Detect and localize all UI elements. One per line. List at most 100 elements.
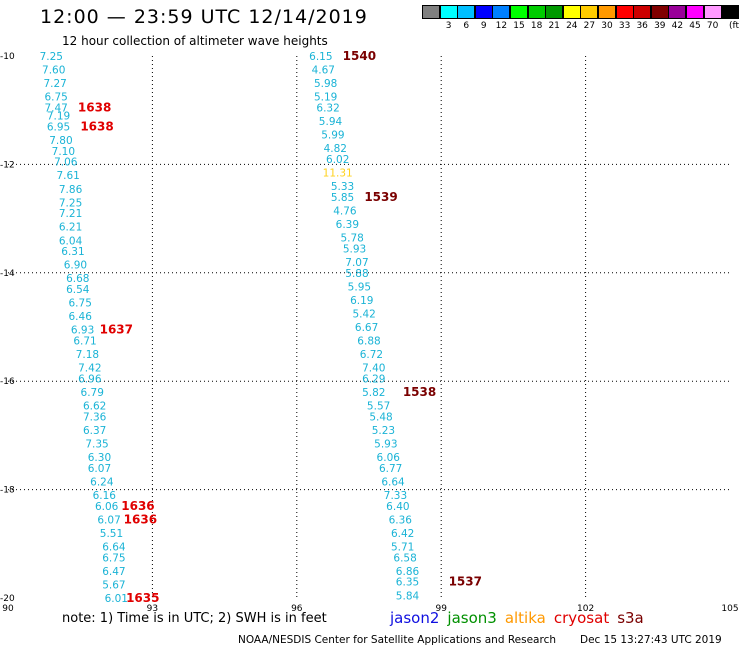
swh-reading: 6.46 (69, 311, 93, 323)
swh-reading: 6.79 (81, 387, 104, 399)
swh-reading: 5.57 (367, 401, 390, 413)
generated-timestamp: Dec 15 13:27:43 UTC 2019 (580, 634, 722, 646)
scale-swatch (686, 5, 704, 19)
swh-reading: 6.95 (47, 121, 70, 133)
time-marker: 1540 (343, 49, 376, 63)
lon-tick-label: 90 (2, 604, 14, 614)
swh-reading: 6.35 (396, 577, 419, 589)
swh-reading: 6.30 (88, 452, 111, 464)
scale-swatch (721, 5, 740, 19)
swh-reading: 5.42 (352, 308, 375, 320)
swh-reading: 6.68 (66, 273, 89, 285)
swh-reading: 5.84 (396, 590, 420, 602)
scale-label: 45 (689, 21, 701, 31)
legend-jason3: jason3 (447, 609, 497, 627)
swh-reading: 5.78 (340, 233, 363, 245)
swh-reading: 5.71 (391, 542, 414, 554)
footnote: note: 1) Time is in UTC; 2) SWH is in fe… (62, 611, 327, 626)
scale-label: 3 (445, 21, 452, 31)
swh-reading: 6.93 (71, 325, 94, 337)
scale-swatch (439, 5, 458, 19)
swh-reading: 11.31 (323, 168, 353, 180)
swh-reading: 6.96 (78, 373, 102, 385)
swh-reading: 6.72 (360, 349, 383, 361)
lat-tick-label: -18 (0, 486, 15, 496)
satellite-legend: jason2 jason3 altika cryosat s3a (390, 609, 652, 627)
lon-tick-label: 99 (435, 604, 447, 614)
swh-reading: 7.06 (54, 157, 78, 169)
scale-swatch (457, 5, 476, 19)
swh-reading: 6.47 (102, 566, 125, 578)
swh-reading: 6.06 (95, 501, 119, 513)
swh-reading: 6.86 (396, 566, 420, 578)
swh-reading: 6.88 (357, 336, 380, 348)
scale-label: 21 (548, 21, 560, 31)
scale-swatch (562, 5, 581, 19)
scale-swatch (580, 5, 599, 19)
scale-label: 33 (618, 21, 631, 31)
swh-reading: 6.32 (316, 102, 339, 114)
scale-label: 36 (636, 21, 648, 31)
swh-reading: 6.37 (83, 425, 106, 437)
swh-reading: 6.75 (102, 552, 125, 564)
swh-reading: 5.88 (345, 268, 368, 280)
swh-reading: 4.67 (312, 65, 335, 77)
time-marker: 1636 (124, 512, 157, 526)
scale-unit: (ft) (729, 21, 740, 31)
swh-reading: 6.67 (355, 322, 378, 334)
scale-label: 18 (530, 21, 543, 31)
swh-reading: 6.40 (386, 501, 409, 513)
time-marker: 1638 (80, 119, 113, 133)
swh-reading: 7.86 (59, 184, 83, 196)
swh-reading: 6.24 (90, 476, 114, 488)
swh-reading: 5.99 (321, 130, 344, 142)
swh-reading: 5.33 (331, 181, 354, 193)
swh-reading: 5.23 (372, 425, 395, 437)
scale-swatch (668, 5, 687, 19)
swh-reading: 6.77 (379, 463, 402, 475)
scale-label: 9 (480, 21, 487, 31)
swh-reading: 6.29 (362, 373, 385, 385)
swh-reading: 4.76 (333, 205, 357, 217)
scale-swatch (492, 5, 511, 19)
swh-reading: 4.82 (324, 143, 347, 155)
swh-reading: 6.04 (59, 235, 83, 247)
swh-reading: 6.36 (389, 514, 413, 526)
swh-reading: 7.25 (59, 197, 82, 209)
swh-reading: 6.71 (73, 336, 96, 348)
lat-tick-label: -20 (0, 594, 15, 604)
swh-reading: 5.48 (369, 411, 392, 423)
swh-reading: 7.36 (83, 411, 107, 423)
lon-tick-label: 105 (721, 604, 738, 614)
lon-tick-label: 102 (577, 604, 594, 614)
swh-reading: 6.75 (69, 298, 92, 310)
scale-swatch (474, 5, 493, 19)
scale-swatch (650, 5, 669, 19)
map-subtitle: 12 hour collection of altimeter wave hei… (62, 34, 328, 48)
scale-label: 12 (495, 21, 508, 31)
swh-reading: 6.90 (64, 260, 87, 272)
scale-label: 15 (513, 21, 525, 31)
lat-tick-label: -12 (0, 160, 15, 170)
legend-cryosat: cryosat (553, 609, 610, 627)
scale-label: 6 (463, 21, 470, 31)
swh-reading: 5.94 (319, 116, 343, 128)
swh-reading: 7.47 (44, 102, 67, 114)
swh-reading: 6.06 (377, 452, 401, 464)
lon-tick-label: 93 (147, 604, 158, 614)
time-marker: 1539 (364, 190, 397, 204)
swh-reading: 6.62 (83, 401, 106, 413)
swh-reading: 6.02 (326, 154, 349, 166)
time-marker: 1638 (78, 100, 111, 114)
scale-swatch (703, 5, 722, 19)
swh-reading: 7.25 (40, 51, 63, 63)
scale-swatch (615, 5, 634, 19)
scale-swatch (527, 5, 546, 19)
lat-tick-label: -14 (0, 269, 15, 279)
swh-reading: 6.16 (93, 490, 117, 502)
swh-reading: 5.85 (331, 192, 354, 204)
legend-jason2: jason2 (390, 609, 440, 627)
lon-tick-label: 96 (291, 604, 303, 614)
swh-reading: 7.35 (85, 439, 108, 451)
swh-reading: 6.64 (381, 476, 405, 488)
